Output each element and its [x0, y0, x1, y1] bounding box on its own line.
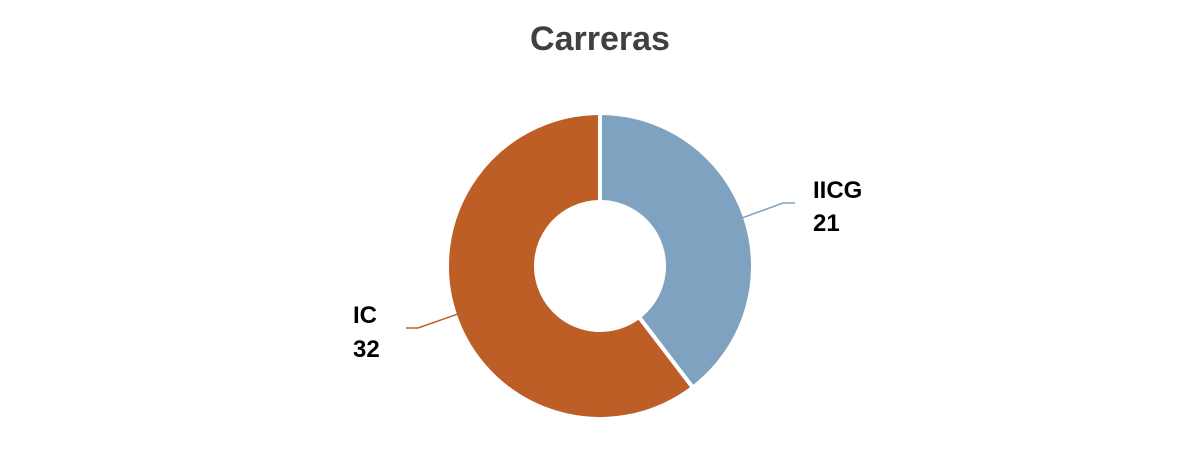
data-label-iicg-value: 21: [813, 210, 840, 237]
data-label-ic-value: 32: [353, 336, 380, 363]
leader-line-iicg: [740, 202, 795, 219]
leader-line-ic: [406, 313, 460, 329]
data-label-ic-name: IC: [353, 302, 377, 329]
slice-ic: [445, 111, 695, 421]
chart-title: Carreras: [530, 20, 670, 58]
slice-iicg: [598, 111, 755, 390]
data-label-iicg-name: IICG: [813, 177, 862, 204]
